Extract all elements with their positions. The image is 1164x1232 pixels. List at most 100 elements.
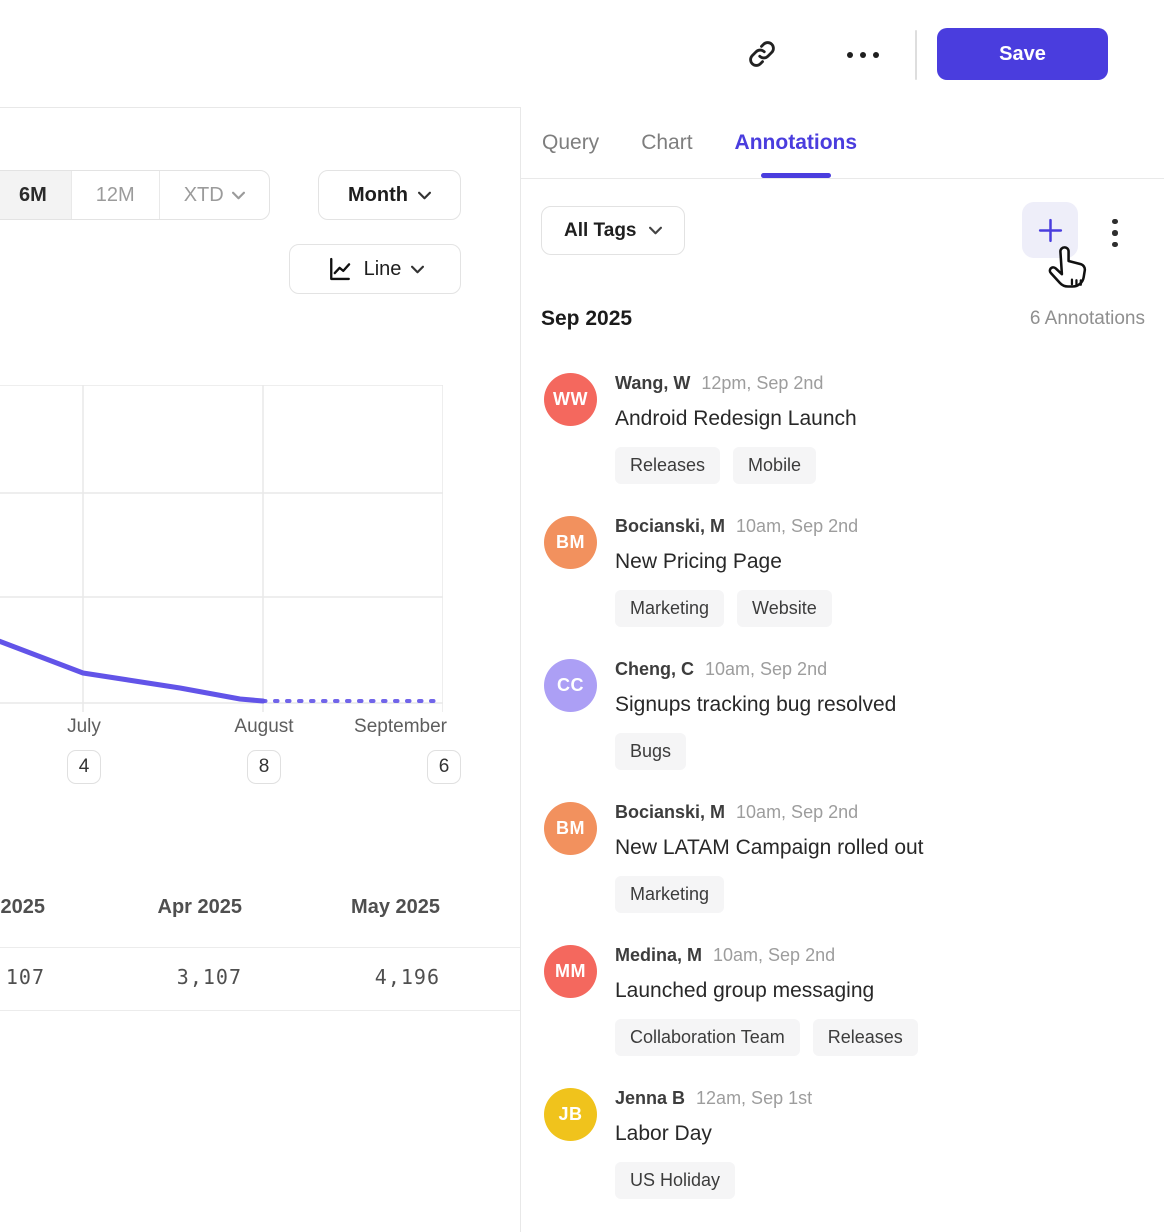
annotation-tags: Marketing Website [615,590,858,627]
add-annotation-button[interactable] [1022,202,1078,258]
copy-link-button[interactable] [744,36,780,72]
range-label: 12M [95,183,135,206]
month-annotation-count-badge[interactable]: 4 [67,750,101,784]
save-button[interactable]: Save [937,28,1108,80]
annotations-section-header: Sep 2025 6 Annotations [541,304,1145,334]
table-rule [0,947,520,948]
table-rule [0,1010,520,1011]
link-icon [749,41,775,67]
table-column-header: Apr 2025 [157,896,243,918]
range-button-xtd[interactable]: XTD [158,171,269,219]
chevron-down-icon [231,191,245,199]
line-chart[interactable] [0,385,443,719]
plus-icon [1038,218,1062,242]
annotation-item[interactable]: JB Jenna B 12am, Sep 1st Labor Day US Holida… [544,1088,1154,1199]
chart-type-dropdown[interactable]: Line [289,244,461,294]
more-options-button[interactable] [840,42,886,68]
tag-pill[interactable]: Marketing [615,876,725,913]
annotation-content: Wang, W 12pm, Sep 2nd Android Redesign Lau… [615,373,857,484]
annotation-content: Jenna B 12am, Sep 1st Labor Day US Holiday [615,1088,812,1199]
range-button-6m[interactable]: 6M [0,171,71,219]
section-month-label: Sep 2025 [541,307,633,330]
tag-pill[interactable]: US Holiday [615,1162,736,1199]
avatar: JB [544,1088,597,1141]
annotation-timestamp: 12pm, Sep 2nd [701,373,824,393]
annotation-header: Wang, W 12pm, Sep 2nd [615,373,857,394]
tag-pill[interactable]: Website [737,590,832,627]
annotation-timestamp: 10am, Sep 2nd [713,945,836,965]
table-cell-value: 4,196 [374,965,440,989]
tag-pill[interactable]: Bugs [615,733,687,770]
tag-filter-dropdown[interactable]: All Tags [541,206,685,255]
annotation-timestamp: 10am, Sep 2nd [705,659,828,679]
avatar: BM [544,802,597,855]
annotation-header: Cheng, C 10am, Sep 2nd [615,659,896,680]
tag-pill[interactable]: Marketing [615,590,725,627]
annotation-item[interactable]: BM Bocianski, M 10am, Sep 2nd New Pricing P… [544,516,1154,627]
annotation-author: Wang, W [615,373,691,393]
annotation-header: Jenna B 12am, Sep 1st [615,1088,812,1109]
tag-pill[interactable]: Releases [615,447,721,484]
avatar: MM [544,945,597,998]
tabs-border [521,178,1164,179]
top-bar: Save [0,0,1164,107]
table-cell-value: 107 [5,965,45,989]
panel-divider [520,107,521,1232]
kebab-dot [1112,241,1118,248]
annotation-item[interactable]: CC Cheng, C 10am, Sep 2nd Signups tracking … [544,659,1154,770]
annotation-author: Bocianski, M [615,802,726,822]
annotation-content: Bocianski, M 10am, Sep 2nd New LATAM Campa… [615,802,924,913]
annotation-item[interactable]: BM Bocianski, M 10am, Sep 2nd New LATAM Cam… [544,802,1154,913]
annotation-item[interactable]: WW Wang, W 12pm, Sep 2nd Android Redesign L… [544,373,1154,484]
annotation-title: New Pricing Page [615,550,782,573]
annotation-tags: Bugs [615,733,896,770]
x-axis-label: August [234,716,294,737]
annotation-item[interactable]: MM Medina, M 10am, Sep 2nd Launched group m… [544,945,1154,1056]
chart-type-label: Line [363,257,402,280]
annotation-content: Bocianski, M 10am, Sep 2nd New Pricing Pag… [615,516,858,627]
month-annotation-count-badge[interactable]: 6 [427,750,461,784]
chevron-down-icon [417,191,431,199]
granularity-dropdown[interactable]: Month [318,170,461,220]
annotation-timestamp: 12am, Sep 1st [696,1088,813,1108]
tag-pill[interactable]: Releases [812,1019,918,1056]
annotation-author: Medina, M [615,945,703,965]
month-annotation-count-badge[interactable]: 8 [247,750,281,784]
chevron-down-icon [648,226,662,235]
kebab-dot [1112,230,1118,236]
table-column-header: 2025 [0,896,46,918]
annotation-header: Bocianski, M 10am, Sep 2nd [615,516,858,537]
avatar: BM [544,516,597,569]
x-axis-label: September [354,716,447,737]
date-range-group: 6M 12M XTD [0,170,270,220]
granularity-label: Month [348,183,408,206]
tab-annotations[interactable]: Annotations [735,107,857,178]
annotation-timestamp: 10am, Sep 2nd [736,802,859,822]
annotation-content: Medina, M 10am, Sep 2nd Launched group mes… [615,945,918,1056]
ellipsis-icon [847,52,879,58]
kebab-dot [1112,218,1118,225]
tab-chart[interactable]: Chart [641,130,693,154]
tag-pill[interactable]: Mobile [733,447,817,484]
annotation-title: New LATAM Campaign rolled out [615,836,924,859]
annotations-panel: Query Chart Annotations All Tags Sep 2025 … [521,107,1164,1232]
annotation-tags: US Holiday [615,1162,812,1199]
tag-pill[interactable]: Collaboration Team [615,1019,800,1056]
annotation-tags: Collaboration Team Releases [615,1019,918,1056]
chevron-down-icon [411,265,425,273]
line-chart-icon [329,257,350,281]
annotation-title: Labor Day [615,1122,712,1145]
annotation-header: Medina, M 10am, Sep 2nd [615,945,918,966]
annotation-author: Cheng, C [615,659,694,679]
x-axis-label: July [67,716,101,737]
tabs: Query Chart Annotations [521,107,1164,178]
annotation-tags: Releases Mobile [615,447,857,484]
chart-panel: 6M 12M XTD Month Line July August September … [0,108,520,1232]
annotations-menu-button[interactable] [1107,213,1123,253]
table-cell-value: 3,107 [176,965,242,989]
annotation-author: Jenna B [615,1088,686,1108]
section-count-label: 6 Annotations [1029,308,1145,329]
range-button-12m[interactable]: 12M [70,171,159,219]
tab-query[interactable]: Query [542,130,600,154]
